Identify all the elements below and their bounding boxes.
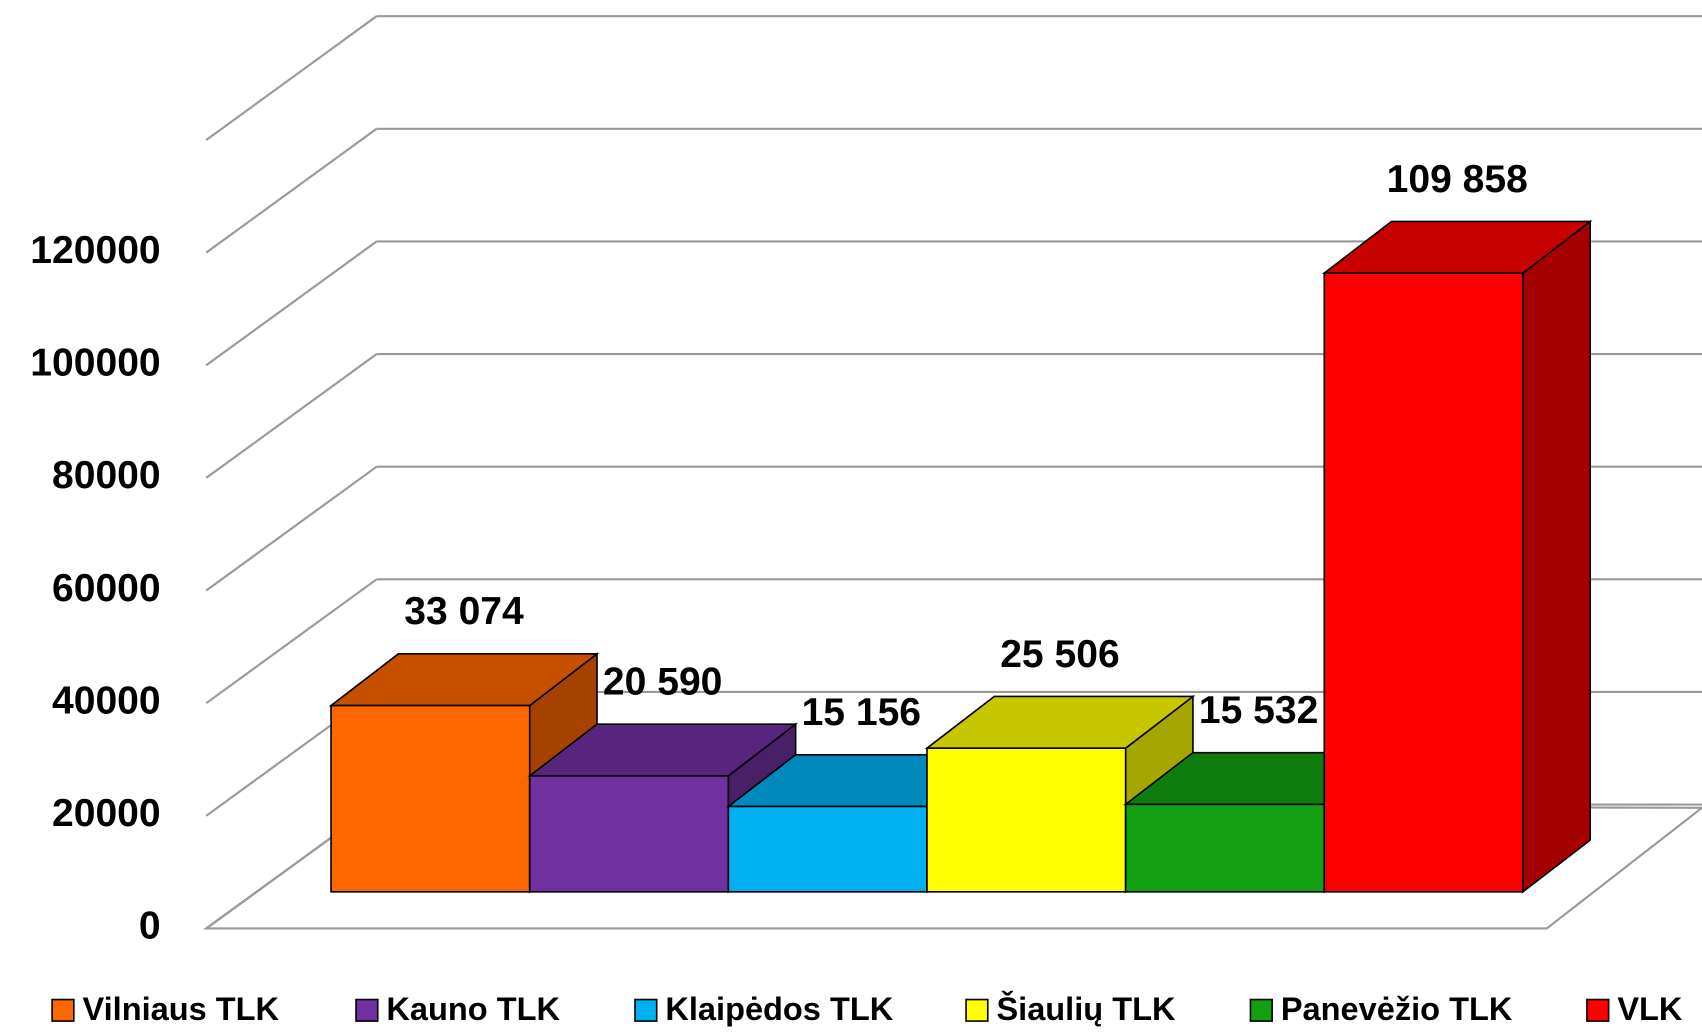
value-label: 15 156 [802, 691, 921, 734]
legend-label: Kauno TLK [386, 991, 560, 1027]
legend-swatch [1586, 998, 1610, 1022]
bar [727, 805, 928, 893]
grid-line-side [205, 578, 378, 705]
grid-line-side [205, 127, 378, 254]
legend-swatch [965, 998, 989, 1022]
grid-line-side [205, 465, 378, 592]
y-tick-label: 40000 [52, 680, 161, 723]
value-label: 20 590 [603, 661, 722, 704]
legend-swatch [1249, 998, 1273, 1022]
y-tick-label: 60000 [52, 567, 161, 610]
value-label: 109 858 [1387, 158, 1528, 201]
legend-swatch [51, 998, 75, 1022]
legend-label: Panevėžio TLK [1281, 991, 1513, 1027]
legend-label: VLK [1617, 991, 1683, 1027]
y-tick-label: 80000 [52, 454, 161, 497]
y-tick-label: 100000 [30, 342, 160, 385]
legend-label: Vilniaus TLK [82, 991, 279, 1027]
value-label: 25 506 [1000, 633, 1119, 676]
bar-side [1522, 219, 1592, 894]
legend-swatch [634, 998, 658, 1022]
bar [330, 704, 531, 893]
bar [1124, 803, 1326, 893]
bar [528, 775, 730, 893]
legend-swatch [355, 998, 379, 1022]
legend-label: Šiaulių TLK [996, 989, 1176, 1027]
back-top-side [205, 15, 378, 141]
y-tick-label: 120000 [30, 229, 160, 272]
value-label: 15 532 [1199, 689, 1318, 732]
legend-label: Klaipėdos TLK [665, 991, 893, 1027]
value-label: 33 074 [404, 590, 524, 633]
y-tick-label: 20000 [52, 792, 161, 835]
grid-line-side [205, 353, 378, 479]
y-tick-label: 0 [139, 905, 161, 948]
bar [926, 747, 1127, 893]
grid-line-side [205, 240, 378, 367]
bar [1323, 272, 1524, 893]
